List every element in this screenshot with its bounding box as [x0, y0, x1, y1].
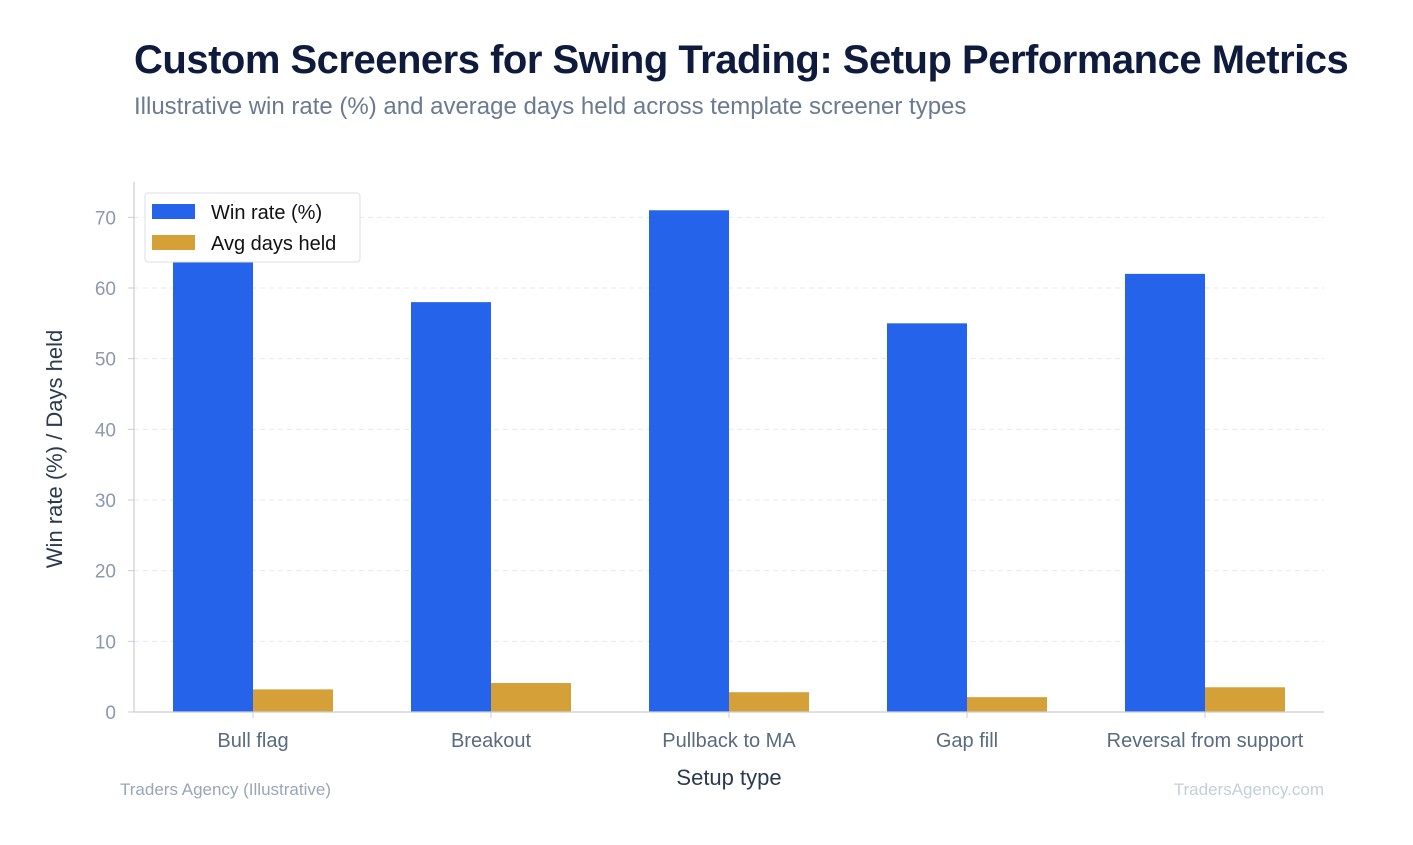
- bar-win-rate-4: [1125, 273, 1205, 712]
- axes: [133, 182, 1324, 713]
- y-tick-label: 10: [95, 632, 116, 653]
- y-tick-label: 70: [95, 208, 116, 229]
- y-tick-label: 0: [105, 703, 116, 724]
- legend: Win rate (%) Avg days held: [144, 192, 361, 263]
- chart-title: Custom Screeners for Swing Trading: Setu…: [134, 38, 1349, 82]
- y-tick-label: 40: [95, 420, 116, 441]
- y-tick-labels: 0 10 20 30 40 50 60 70: [95, 208, 116, 724]
- chart-subtitle: Illustrative win rate (%) and average da…: [134, 93, 967, 120]
- x-tick-label: Bull flag: [217, 730, 288, 752]
- bar-avg-days-4: [1205, 687, 1285, 712]
- legend-swatch: [152, 204, 195, 219]
- x-tick-label: Gap fill: [936, 730, 998, 752]
- bars: [173, 210, 1285, 712]
- x-tick-label: Breakout: [451, 730, 531, 752]
- bar-win-rate-3: [887, 323, 967, 712]
- x-tick-labels: Bull flag Breakout Pullback to MA Gap fill R…: [217, 730, 1303, 752]
- y-axis-label: Win rate (%) / Days held: [42, 330, 67, 568]
- source-note: Traders Agency (Illustrative): [120, 780, 331, 799]
- x-tick-label: Pullback to MA: [662, 730, 796, 752]
- legend-box: [144, 192, 361, 263]
- bar-win-rate-0: [173, 259, 253, 712]
- legend-swatch: [152, 235, 195, 250]
- bar-avg-days-2: [729, 692, 809, 712]
- y-tick-label: 30: [95, 491, 116, 512]
- bar-avg-days-1: [491, 683, 571, 712]
- legend-label: Avg days held: [211, 233, 336, 255]
- x-axis-label: Setup type: [676, 765, 781, 790]
- x-tick-label: Reversal from support: [1107, 730, 1304, 752]
- legend-label: Win rate (%): [211, 202, 322, 224]
- bar-win-rate-2: [649, 210, 729, 712]
- y-tick-label: 20: [95, 562, 116, 583]
- bar-avg-days-3: [967, 697, 1047, 712]
- site-link[interactable]: TradersAgency.com: [1173, 780, 1324, 799]
- bar-win-rate-1: [411, 302, 491, 712]
- y-tick-label: 50: [95, 350, 116, 371]
- bar-avg-days-0: [253, 689, 333, 712]
- y-tick-label: 60: [95, 279, 116, 300]
